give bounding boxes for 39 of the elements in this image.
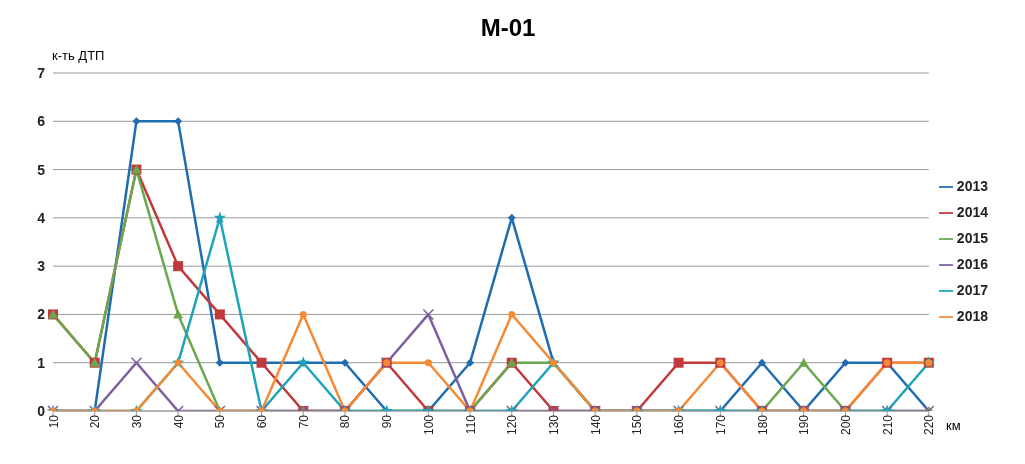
- x-tick-label: 10: [46, 414, 61, 429]
- legend-label: 2014: [956, 203, 988, 220]
- y-tick-label: 4: [37, 209, 46, 226]
- x-tick-label: 20: [88, 414, 103, 429]
- y-tick-label: 5: [37, 161, 46, 178]
- x-tick-label: 220: [922, 414, 937, 436]
- y-tick-label: 2: [37, 306, 46, 323]
- y-tick-label: 3: [37, 258, 46, 275]
- chart-title: М-01: [479, 13, 537, 43]
- x-tick-label: 60: [255, 414, 270, 429]
- x-tick-label: 50: [213, 414, 228, 429]
- x-tick-label: 80: [338, 414, 353, 429]
- x-tick-label: 90: [380, 414, 395, 429]
- x-tick-label: 160: [672, 414, 687, 436]
- x-tick-label: 30: [129, 414, 144, 429]
- x-axis-title: км: [946, 418, 961, 433]
- x-tick-label: 190: [797, 414, 812, 436]
- legend-label: 2018: [956, 307, 988, 324]
- x-tick-label: 200: [838, 414, 853, 436]
- x-tick-label: 130: [547, 414, 561, 436]
- y-tick-label: 1: [37, 354, 46, 371]
- x-tick-label: 70: [296, 414, 311, 429]
- x-tick-label: 150: [630, 414, 645, 436]
- legend-label: 2016: [956, 255, 988, 272]
- y-axis-title: к-ть ДТП: [52, 48, 105, 63]
- legend-label: 2017: [956, 281, 988, 298]
- x-tick-label: 180: [755, 414, 770, 436]
- x-tick-label: 210: [880, 414, 895, 436]
- x-tick-label: 170: [713, 414, 728, 436]
- legend-label: 2015: [956, 229, 988, 246]
- y-tick-label: 7: [37, 64, 46, 81]
- x-tick-label: 40: [171, 414, 186, 429]
- y-tick-label: 6: [37, 113, 46, 130]
- x-tick-label: 120: [505, 414, 520, 436]
- x-tick-label: 110: [463, 414, 478, 435]
- x-tick-label: 140: [588, 414, 603, 436]
- x-tick-label: 100: [421, 414, 436, 436]
- y-tick-label: 0: [37, 402, 46, 419]
- legend-label: 2013: [956, 177, 988, 194]
